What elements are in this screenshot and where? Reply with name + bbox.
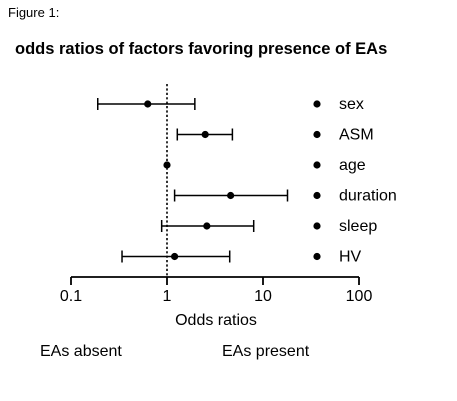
direction-label-right: EAs present [222,343,310,360]
legend-dot [313,222,321,230]
legend-dot [313,191,321,200]
point-estimate [203,222,211,230]
legend-dot [313,252,321,261]
point-estimate [227,191,235,200]
legend-item-age: age [313,157,366,174]
legend-dot [313,100,321,108]
x-tick-label: 100 [346,288,373,305]
legend-item-hv: HV [313,249,362,266]
legend-label: age [339,157,366,174]
legend-dot [313,130,321,139]
row-sleep [160,220,255,232]
x-tick-label: 1 [163,288,172,305]
row-asm [176,128,234,141]
row-hv [121,250,231,263]
figure-label: Figure 1: [8,5,60,20]
direction-label-left: EAs absent [40,343,122,360]
legend-label: sex [339,96,364,113]
row-duration [173,189,289,202]
legend-dot [313,161,321,169]
legend-label: HV [339,249,362,266]
chart-title: odds ratios of factors favoring presence… [15,40,388,58]
x-axis: 0.1 1 10 100 [60,276,373,305]
x-tick-label: 10 [254,288,272,305]
legend-label: ASM [339,127,374,144]
legend-item-asm: ASM [313,127,374,144]
legend-group: sex ASM age duration sleep HV [313,96,397,266]
legend-item-sleep: sleep [313,218,377,235]
point-estimate [171,252,179,261]
legend-item-sex: sex [313,96,364,113]
x-tick-label: 0.1 [60,288,82,305]
legend-item-duration: duration [313,188,397,205]
legend-label: duration [339,188,397,205]
row-age [163,161,171,169]
rows-group [97,98,289,263]
x-axis-label: Odds ratios [175,312,257,329]
row-sex [97,98,196,110]
point-estimate [163,161,171,169]
legend-label: sleep [339,218,377,235]
point-estimate [201,130,209,139]
point-estimate [144,100,152,108]
